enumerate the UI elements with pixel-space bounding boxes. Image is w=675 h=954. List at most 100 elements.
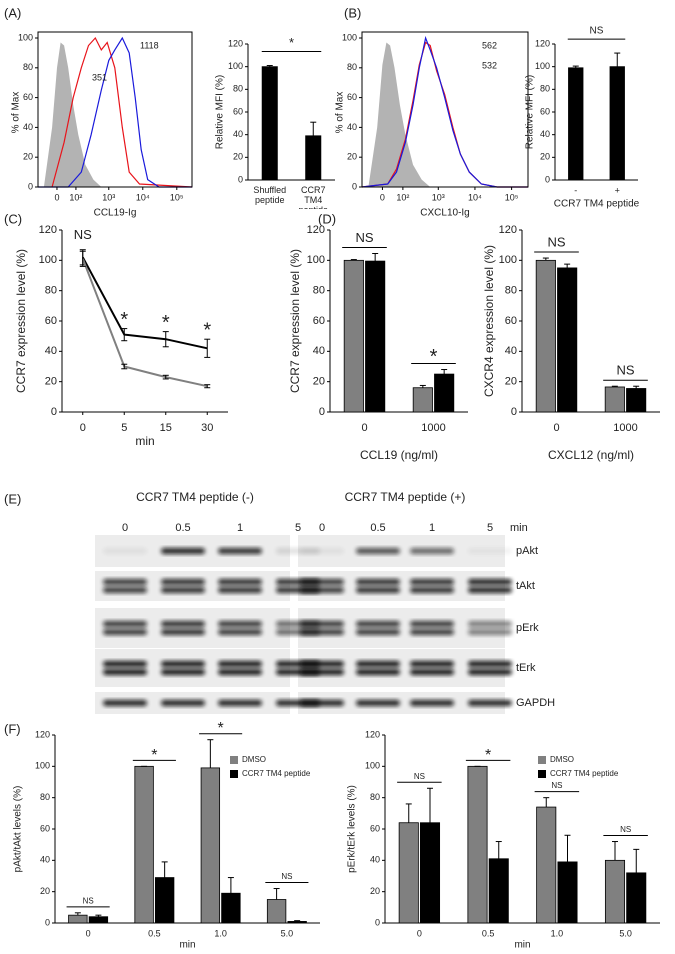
panel-label: (D) xyxy=(318,211,336,226)
bar xyxy=(626,872,647,924)
y-tick-label: 100 xyxy=(499,254,517,266)
y-tick-label: 80 xyxy=(45,285,57,297)
y-tick-label: 120 xyxy=(228,38,243,48)
significance-label: NS xyxy=(74,227,92,242)
mfi-annotation: 351 xyxy=(92,72,107,82)
y-tick-label: 120 xyxy=(535,38,550,48)
significance-label: * xyxy=(151,747,157,764)
blot-band xyxy=(410,700,454,706)
x-tick-label: 0 xyxy=(553,422,559,434)
y-tick-label: 20 xyxy=(347,152,357,162)
time-label: 0 xyxy=(122,522,128,534)
blot-band xyxy=(218,700,262,706)
x-tick-label-box: Shuffled peptide xyxy=(253,185,287,205)
significance-label: NS xyxy=(590,26,604,37)
bar xyxy=(557,267,578,413)
blot-band xyxy=(300,629,344,635)
bar xyxy=(134,765,154,924)
bar xyxy=(488,858,509,924)
panel-label: (A) xyxy=(4,5,21,20)
x-tick-label: 10⁴ xyxy=(136,192,150,202)
significance-label: * xyxy=(485,747,491,764)
bar xyxy=(568,67,584,181)
x-tick-label: - xyxy=(574,185,577,195)
series-line xyxy=(81,258,208,388)
bar xyxy=(535,259,556,413)
blot-band xyxy=(218,587,262,593)
blot-band xyxy=(468,661,512,667)
significance-label: NS xyxy=(281,872,292,881)
blot-band xyxy=(103,700,147,706)
isotype-area xyxy=(368,42,431,187)
blot-band xyxy=(300,579,344,585)
blot-band xyxy=(410,629,454,635)
y-tick-label: 40 xyxy=(505,345,517,357)
y-tick-label: 20 xyxy=(313,376,325,388)
blot-band xyxy=(468,700,512,706)
bar xyxy=(343,259,364,413)
blot-band xyxy=(468,548,512,554)
blot-band xyxy=(103,621,147,627)
x-tick-label: 1.0 xyxy=(551,928,564,938)
panel-label: (F) xyxy=(4,721,21,736)
y-tick-label: 20 xyxy=(45,376,57,388)
bar xyxy=(604,386,625,413)
blot-row-label: GAPDH xyxy=(516,697,555,709)
histogram-line xyxy=(38,36,192,188)
x-tick-label: Shuffled peptide xyxy=(253,185,287,205)
blot-strip xyxy=(95,649,290,687)
legend-swatch xyxy=(230,756,238,764)
blot-band xyxy=(468,621,512,627)
y-tick-label: 60 xyxy=(233,106,243,116)
time-label: 0.5 xyxy=(175,522,190,534)
y-tick-label: 120 xyxy=(307,224,325,236)
bar xyxy=(287,921,307,924)
blot-band xyxy=(410,587,454,593)
y-tick-label: 40 xyxy=(40,855,50,865)
y-tick-label: 40 xyxy=(313,345,325,357)
blot-band xyxy=(161,587,205,593)
y-tick-label: 20 xyxy=(370,886,380,896)
y-tick-label: 20 xyxy=(540,152,550,162)
y-tick-label: 100 xyxy=(342,32,357,42)
blot-band xyxy=(161,579,205,585)
bar xyxy=(261,66,278,181)
legend-label: CCR7 TM4 peptide xyxy=(242,769,311,778)
blot-band xyxy=(300,587,344,593)
blot-strip xyxy=(95,608,290,648)
bar xyxy=(626,388,647,413)
x-tick-label: 0.5 xyxy=(482,928,495,938)
x-tick-label: 10³ xyxy=(102,192,115,202)
blot-band xyxy=(218,629,262,635)
y-tick-label: 0 xyxy=(51,406,57,418)
y-tick-label: 0 xyxy=(511,406,517,418)
x-tick-label: 0 xyxy=(417,928,422,938)
blot-band xyxy=(356,587,400,593)
blot-band xyxy=(300,700,344,706)
y-axis-label: pErk/tErk levels (%) xyxy=(347,785,358,873)
y-tick-label: 120 xyxy=(35,729,50,739)
y-tick-label: 120 xyxy=(39,224,57,236)
significance-label: * xyxy=(430,346,438,368)
x-tick-label: 10⁴ xyxy=(468,192,482,202)
blot-band xyxy=(356,700,400,706)
y-tick-label: 40 xyxy=(45,345,57,357)
y-tick-label: 60 xyxy=(313,315,325,327)
blot-band xyxy=(410,579,454,585)
x-axis-label: min xyxy=(179,940,195,951)
x-tick-label: 10³ xyxy=(432,192,445,202)
x-axis-label: min xyxy=(514,940,530,951)
blot-band xyxy=(161,700,205,706)
x-axis-label: min xyxy=(135,434,154,448)
blot-strip xyxy=(298,608,505,648)
x-tick-label: 1000 xyxy=(613,422,637,434)
blot-strip xyxy=(298,649,505,687)
blot-band xyxy=(468,669,512,675)
histogram-line xyxy=(51,36,193,188)
x-tick-label: 5.0 xyxy=(619,928,632,938)
time-label: 0 xyxy=(319,522,325,534)
x-tick-label: 1.0 xyxy=(214,928,227,938)
y-axis-label: CXCR4 expression level (%) xyxy=(482,245,496,397)
blot-band xyxy=(161,548,205,554)
